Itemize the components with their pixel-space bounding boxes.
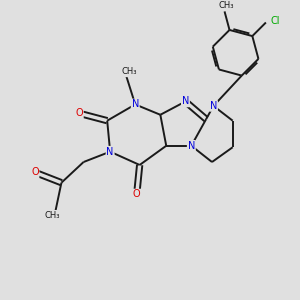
Text: N: N: [210, 101, 217, 111]
Text: CH₃: CH₃: [45, 211, 60, 220]
Text: N: N: [182, 97, 189, 106]
Text: N: N: [131, 99, 139, 110]
Text: Cl: Cl: [270, 16, 280, 26]
Text: CH₃: CH₃: [218, 1, 234, 10]
Text: N: N: [106, 147, 114, 157]
Text: O: O: [31, 167, 39, 177]
Text: O: O: [75, 108, 83, 118]
Text: O: O: [133, 190, 140, 200]
Text: N: N: [188, 141, 195, 151]
Text: CH₃: CH₃: [122, 68, 137, 76]
